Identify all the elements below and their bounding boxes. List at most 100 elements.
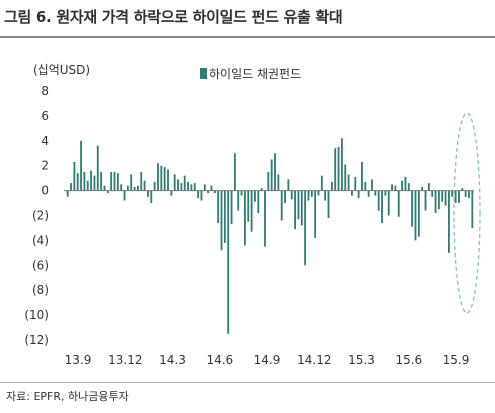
bar <box>357 190 360 199</box>
x-tick-label: 13.12 <box>108 353 142 367</box>
title-divider <box>0 36 495 38</box>
x-tick-label: 15.6 <box>395 353 422 367</box>
bar <box>284 190 286 204</box>
bar <box>147 190 149 197</box>
bar <box>451 190 454 197</box>
bar <box>183 175 186 191</box>
bar <box>391 184 393 191</box>
bar <box>397 190 400 217</box>
bar <box>411 190 414 227</box>
chart-legend: 하이일드 채권펀드 <box>200 65 301 82</box>
y-tick-label: (10) <box>24 308 49 322</box>
footer-divider <box>0 382 495 383</box>
x-tick-label: 13.9 <box>65 353 92 367</box>
bar <box>180 183 183 191</box>
bar <box>170 190 173 196</box>
bar <box>93 175 96 191</box>
bar <box>140 171 143 191</box>
bar <box>290 190 293 200</box>
bar <box>421 186 424 191</box>
bar <box>297 190 300 220</box>
bar <box>240 190 243 196</box>
source-note: 자료: EPFR, 하나금융투자 <box>6 390 129 403</box>
bar <box>340 138 343 191</box>
bar <box>133 186 136 191</box>
y-tick-label: 6 <box>41 109 49 123</box>
x-tick-label: 15.9 <box>443 353 470 367</box>
bar <box>374 190 377 196</box>
y-tick-label: (4) <box>32 233 49 247</box>
bar <box>387 190 390 216</box>
bar <box>324 190 327 201</box>
highlight-ellipse <box>453 112 481 314</box>
bar <box>361 161 363 191</box>
x-tick-label: 14.3 <box>159 353 186 367</box>
bar <box>347 174 350 191</box>
bar <box>86 180 89 191</box>
bar <box>244 190 246 246</box>
y-axis-unit-label: (십억USD) <box>33 63 91 77</box>
bar <box>417 190 420 237</box>
bar <box>434 190 437 214</box>
bar <box>157 163 159 191</box>
legend-swatch <box>200 68 207 79</box>
bar <box>377 190 380 211</box>
y-axis: 8 6 4 2 0 (2) (4) (6) (8) (10) (12) <box>24 84 49 347</box>
bar <box>351 190 353 196</box>
bar <box>120 184 123 191</box>
bar <box>116 173 119 191</box>
bar <box>310 190 313 197</box>
bar <box>314 190 317 238</box>
bar <box>190 184 193 191</box>
bar <box>354 176 357 191</box>
bar <box>83 171 86 191</box>
bar <box>257 190 260 214</box>
bar <box>461 188 464 191</box>
y-tick-label: (6) <box>32 258 49 272</box>
bar <box>254 190 256 202</box>
y-tick-label: 0 <box>41 184 49 198</box>
bar <box>471 190 474 228</box>
bar <box>404 176 407 191</box>
bar-series <box>66 138 474 334</box>
bar <box>136 185 139 191</box>
bar <box>287 179 290 191</box>
bar <box>307 190 310 201</box>
bar <box>203 184 206 191</box>
bar <box>304 190 307 266</box>
bar <box>113 171 116 191</box>
bar <box>441 190 444 202</box>
bar <box>126 185 129 191</box>
legend-label: 하이일드 채권펀드 <box>209 67 302 81</box>
bar <box>337 147 340 191</box>
y-tick-label: 2 <box>41 159 49 173</box>
bar <box>76 173 79 191</box>
bar <box>334 148 337 191</box>
bar <box>237 190 240 211</box>
bar <box>464 190 467 197</box>
bar <box>217 190 220 223</box>
bar <box>163 166 166 191</box>
bar <box>344 164 347 191</box>
bar <box>143 180 146 191</box>
bar <box>431 190 434 197</box>
bar <box>100 171 103 191</box>
bar <box>200 190 203 201</box>
bar <box>330 181 333 191</box>
bar <box>424 190 427 211</box>
bar <box>73 161 76 191</box>
bar <box>167 169 169 191</box>
bar <box>66 190 69 197</box>
bar <box>233 153 236 191</box>
bar <box>427 183 430 191</box>
bar <box>210 185 213 191</box>
bar <box>320 175 323 191</box>
bar <box>223 190 226 243</box>
bar <box>70 183 72 191</box>
y-tick-label: (2) <box>32 209 49 223</box>
bar <box>300 190 303 226</box>
bar <box>220 190 223 251</box>
bar <box>364 181 367 191</box>
y-tick-label: 8 <box>41 84 49 98</box>
